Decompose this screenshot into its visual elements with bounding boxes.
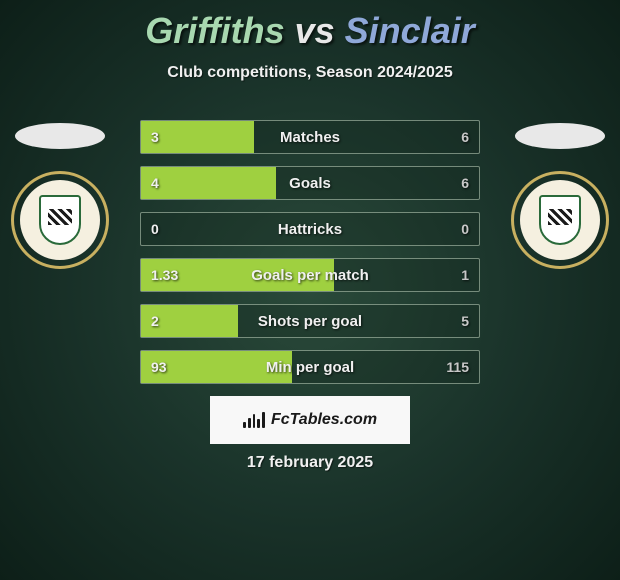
stat-label: Shots per goal — [141, 305, 479, 337]
stat-label: Matches — [141, 121, 479, 153]
stat-row: 93Min per goal115 — [140, 350, 480, 384]
shield-icon — [539, 195, 581, 245]
stat-row: 2Shots per goal5 — [140, 304, 480, 338]
branding-banner[interactable]: FcTables.com — [210, 396, 410, 444]
stat-label: Min per goal — [141, 351, 479, 383]
stat-label: Goals per match — [141, 259, 479, 291]
player1-name: Griffiths — [145, 10, 284, 51]
stat-value-player2: 6 — [461, 121, 469, 153]
stat-value-player2: 0 — [461, 213, 469, 245]
stat-row: 3Matches6 — [140, 120, 480, 154]
branding-text: FcTables.com — [271, 411, 377, 429]
chart-bars-icon — [243, 412, 265, 428]
player1-club-badge — [20, 180, 100, 260]
stat-row: 1.33Goals per match1 — [140, 258, 480, 292]
player2-club-badge — [520, 180, 600, 260]
stat-row: 4Goals6 — [140, 166, 480, 200]
player2-silhouette — [515, 123, 605, 149]
stat-label: Goals — [141, 167, 479, 199]
subtitle: Club competitions, Season 2024/2025 — [0, 64, 620, 82]
comparison-title: Griffiths vs Sinclair — [0, 0, 620, 52]
vs-label: vs — [295, 10, 335, 51]
stat-value-player2: 6 — [461, 167, 469, 199]
stat-value-player2: 115 — [446, 351, 469, 383]
stat-value-player2: 1 — [461, 259, 469, 291]
shield-icon — [39, 195, 81, 245]
player1-silhouette — [15, 123, 105, 149]
date-label: 17 february 2025 — [0, 454, 620, 472]
stats-bars: 3Matches6 4Goals6 0Hattricks0 1.33Goals per… — [140, 120, 480, 396]
stat-value-player2: 5 — [461, 305, 469, 337]
stat-label: Hattricks — [141, 213, 479, 245]
stat-row: 0Hattricks0 — [140, 212, 480, 246]
player2-name: Sinclair — [345, 10, 475, 51]
